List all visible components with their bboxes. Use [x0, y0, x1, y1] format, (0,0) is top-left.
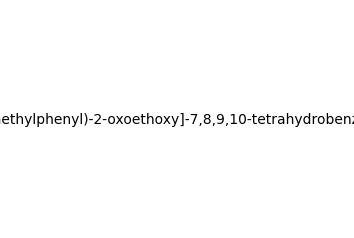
Text: 3-methyl-1-[2-(4-methylphenyl)-2-oxoethoxy]-7,8,9,10-tetrahydrobenzo[c]chromen-6: 3-methyl-1-[2-(4-methylphenyl)-2-oxoetho…: [0, 113, 354, 127]
